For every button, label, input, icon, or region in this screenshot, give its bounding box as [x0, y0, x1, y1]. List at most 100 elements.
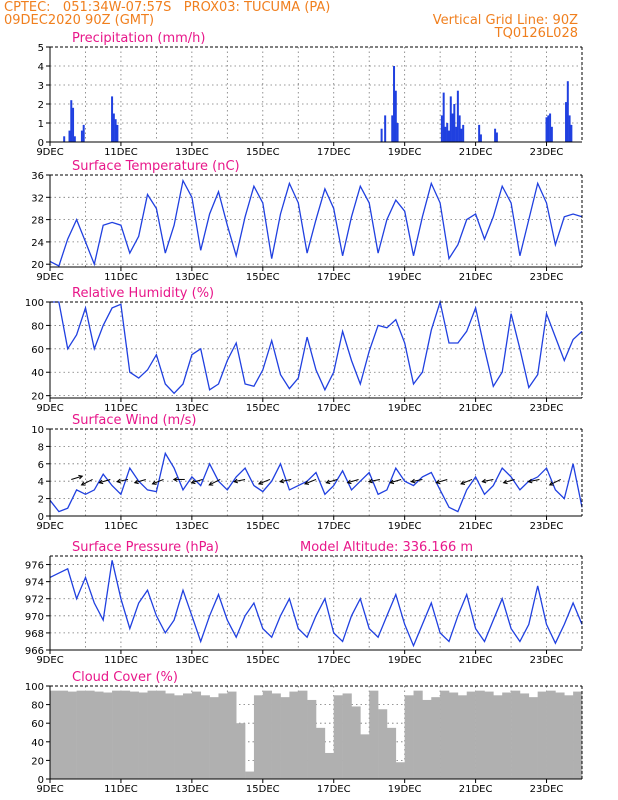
cloud-bar [378, 709, 388, 779]
wind-arrow-head [389, 479, 395, 485]
wind-arrow [436, 478, 448, 484]
cloud-title: Cloud Cover (%) [72, 670, 178, 685]
wind-xtick-label: 21DEC [459, 521, 493, 532]
cloud-bar [200, 695, 210, 779]
wind-arrow [347, 478, 359, 484]
wind-arrow-head [98, 479, 104, 485]
cloud-bar [369, 690, 379, 779]
precip-bar [82, 124, 85, 142]
cloud-bar [85, 690, 95, 779]
precip-bar [384, 115, 387, 142]
pres-ytick-label: 976 [25, 561, 44, 572]
wind-arrow [368, 478, 380, 483]
precip-bar [394, 90, 397, 142]
rh-ytick-label: 100 [25, 298, 44, 309]
temp-ytick-label: 32 [31, 193, 44, 204]
precip-bar [458, 115, 461, 142]
precip-ytick-label: 0 [38, 138, 44, 149]
wind-arrow [99, 478, 111, 484]
wind-ytick-label: 4 [38, 477, 44, 488]
rh-xtick-label: 21DEC [459, 403, 493, 414]
rh-xtick-label: 23DEC [530, 403, 564, 414]
wind-ytick-label: 0 [38, 512, 44, 523]
cloud-bar [183, 693, 193, 779]
cloud-bar [333, 695, 343, 779]
cloud-ytick-label: 100 [25, 682, 44, 693]
precip-bar [568, 115, 571, 142]
temp-xtick-label: 19DEC [388, 272, 422, 283]
wind-arrow-head [460, 480, 466, 485]
pres-ytick-label: 974 [25, 578, 44, 589]
wind-arrow [209, 479, 221, 486]
cloud-xtick-label: 21DEC [459, 784, 493, 795]
pres-ytick-label: 970 [25, 612, 44, 623]
cloud-bar [67, 691, 77, 779]
wind-arrow-head [172, 477, 178, 482]
rh-ytick-label: 40 [31, 368, 44, 379]
cloud-bar [386, 727, 397, 779]
cloud-bar [307, 699, 317, 779]
precip-bar [449, 96, 452, 142]
precip-bar [380, 128, 383, 142]
pres-ytick-label: 968 [25, 629, 44, 640]
rh-title: Relative Humidity (%) [72, 286, 214, 301]
cloud-bar [94, 691, 104, 779]
cloud-xtick-label: 17DEC [317, 784, 351, 795]
precip-bar [63, 136, 66, 142]
precip-bar [448, 130, 450, 142]
cloud-bar [528, 697, 538, 779]
pres-xtick-label: 9DEC [36, 655, 63, 666]
temp-ytick-label: 36 [31, 171, 44, 182]
cloud-bar [280, 697, 290, 779]
cloud-bar [316, 727, 326, 779]
wind-arrow [528, 478, 540, 483]
precip-bar [112, 113, 115, 142]
cloud-bar [112, 690, 122, 779]
wind-arrow [304, 478, 317, 485]
wind-arrow [116, 478, 129, 483]
precip-bar [566, 81, 569, 142]
wind-ytick-label: 10 [31, 425, 44, 436]
cloud-bar [440, 690, 450, 779]
precip-bar [547, 115, 550, 142]
wind-arrow [482, 478, 494, 483]
pres-xtick-label: 23DEC [530, 655, 564, 666]
precip-bar [396, 123, 399, 142]
precip-bar [72, 107, 75, 142]
rh-xtick-label: 13DEC [175, 403, 209, 414]
temp-ytick-label: 20 [31, 260, 44, 271]
pres-xtick-label: 15DEC [246, 655, 280, 666]
wind-arrow [258, 478, 271, 485]
cloud-xtick-label: 9DEC [36, 784, 63, 795]
pres-ytick-label: 972 [25, 595, 44, 606]
wind-arrow-head [116, 478, 121, 484]
precip-bar [446, 123, 449, 142]
wind-arrow-head [133, 479, 139, 485]
cloud-bar [253, 695, 264, 779]
wind-xtick-label: 17DEC [317, 521, 351, 532]
wind-arrow-head [233, 478, 239, 484]
pres-xtick-label: 13DEC [175, 655, 209, 666]
wind-line [49, 451, 583, 513]
header-datetime: 09DEC2020 90Z (GMT) [4, 13, 155, 28]
rh-xtick-label: 11DEC [104, 403, 138, 414]
cloud-bar [404, 695, 414, 779]
wind-arrow [389, 478, 402, 484]
cloud-bar [466, 691, 476, 779]
cloud-bar [324, 752, 335, 779]
precip-bar [462, 124, 465, 142]
cloud-bar [493, 695, 503, 779]
cloud-bar [555, 692, 565, 779]
precip-xtick-label: 13DEC [175, 147, 209, 158]
precip-bar [453, 104, 456, 142]
precip-ytick-label: 3 [38, 81, 44, 92]
precip-xtick-label: 23DEC [530, 147, 564, 158]
temp-xtick-label: 15DEC [246, 272, 280, 283]
wind-arrow [411, 478, 423, 483]
cloud-bar [289, 691, 299, 779]
cloud-bar [209, 697, 219, 779]
precip-bar [494, 128, 497, 142]
wind-arrow-head [208, 481, 214, 486]
cloud-bar [475, 690, 485, 779]
cloud-bar [511, 690, 521, 779]
